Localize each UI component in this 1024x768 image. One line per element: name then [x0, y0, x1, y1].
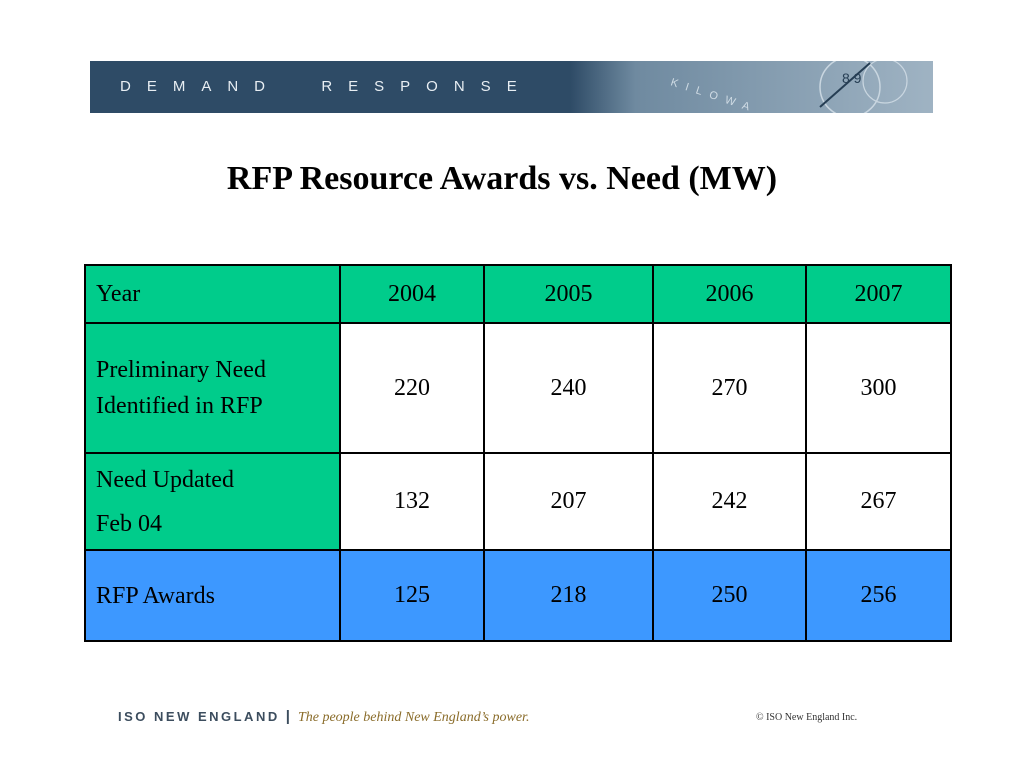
row-label-line: RFP Awards — [96, 582, 215, 609]
table-cell: 300 — [805, 322, 952, 454]
banner-art-digits: 8 9 — [842, 70, 862, 86]
table-cell: 256 — [805, 549, 952, 642]
header-cell: 2007 — [805, 264, 952, 324]
table-cell: 270 — [652, 322, 807, 454]
table-row: RFP Awards 125 218 250 256 — [84, 549, 952, 642]
table-header-row: Year 2004 2005 2006 2007 — [84, 264, 952, 324]
table-cell: 125 — [339, 549, 485, 642]
footer-copyright: © ISO New England Inc. — [756, 712, 858, 723]
kilowatt-meter-image: KILOWA 8 9 — [570, 61, 933, 113]
table-cell: 207 — [483, 452, 654, 551]
footer: ISO NEW ENGLAND | The people behind New En… — [118, 708, 529, 728]
header-cell: 2005 — [483, 264, 654, 324]
table-cell: 242 — [652, 452, 807, 551]
table-cell: 220 — [339, 322, 485, 454]
header-cell: 2004 — [339, 264, 485, 324]
banner-title: DEMAND RESPONSE — [120, 78, 533, 95]
table-cell: 250 — [652, 549, 807, 642]
row-label-preliminary-need: Preliminary Need Identified in RFP — [84, 322, 341, 454]
table-cell: 267 — [805, 452, 952, 551]
header-banner: DEMAND RESPONSE KILOWA 8 9 — [90, 61, 933, 113]
table-cell: 240 — [483, 322, 654, 454]
table-cell: 132 — [339, 452, 485, 551]
footer-separator: | — [285, 708, 290, 725]
awards-table: Year 2004 2005 2006 2007 Preliminary Nee… — [84, 264, 952, 642]
row-label-line: Feb 04 — [96, 510, 162, 537]
footer-org-logo: ISO NEW ENGLAND — [118, 709, 280, 724]
row-label-line: Identified in RFP — [96, 393, 263, 419]
row-label-line: Preliminary Need — [96, 357, 266, 383]
table-cell: 218 — [483, 549, 654, 642]
footer-tagline: The people behind New England’s power. — [297, 710, 530, 725]
table-row: Need Updated Feb 04 132 207 242 267 — [84, 452, 952, 551]
row-label-line: Need Updated — [96, 466, 234, 493]
row-label-rfp-awards: RFP Awards — [84, 549, 341, 642]
header-cell-year: Year — [84, 264, 341, 324]
row-label-need-updated: Need Updated Feb 04 — [84, 452, 341, 551]
slide-title: RFP Resource Awards vs. Need (MW) — [226, 160, 778, 197]
header-cell: 2006 — [652, 264, 807, 324]
table-row: Preliminary Need Identified in RFP 220 2… — [84, 322, 952, 454]
